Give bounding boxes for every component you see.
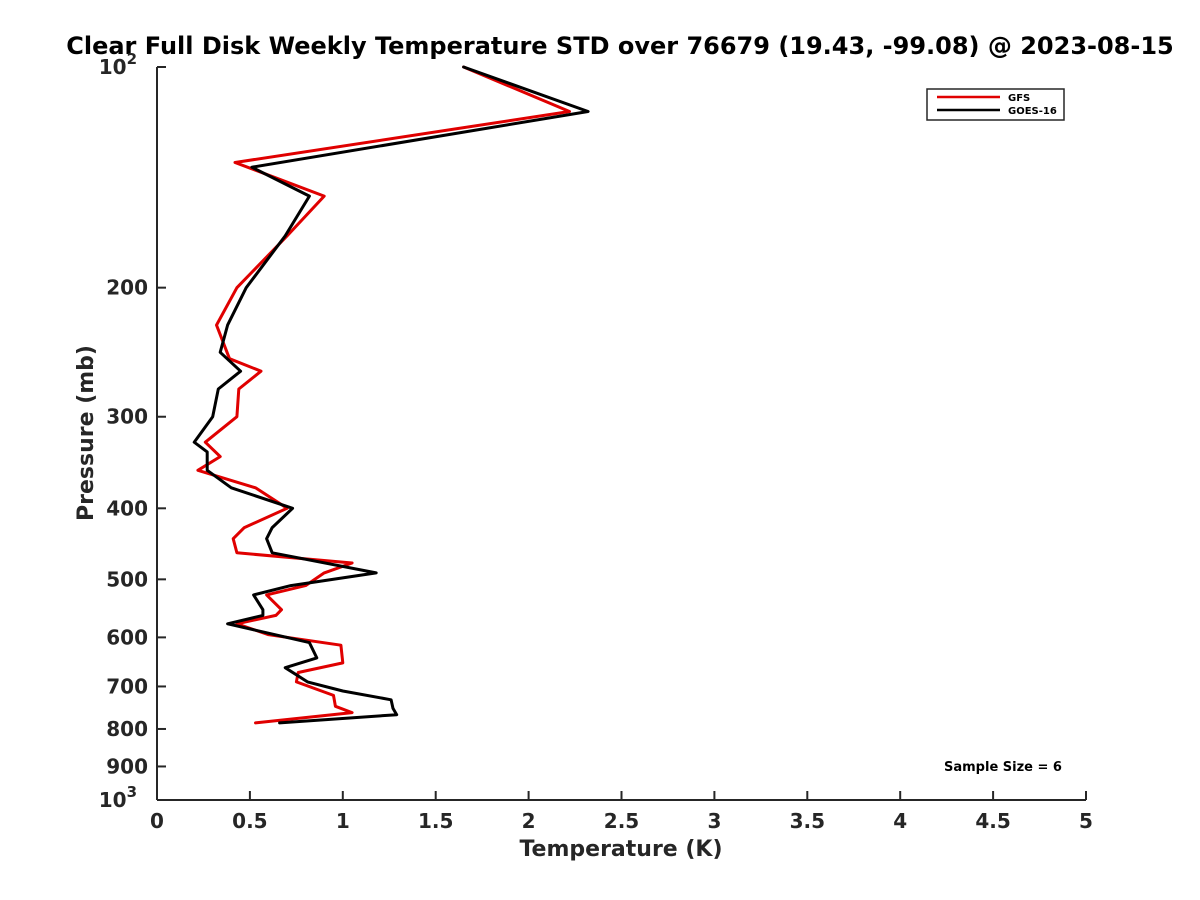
series-line-gfs bbox=[196, 65, 571, 725]
x-tick-label: 2.5 bbox=[604, 809, 639, 833]
x-tick-label: 3 bbox=[707, 809, 721, 833]
legend-label-goes16: GOES-16 bbox=[1008, 106, 1057, 117]
x-ticks-layer: 0 0.5 1 1.5 2 2.5 3 3.5 4 4.5 5 bbox=[150, 791, 1093, 833]
y-ticks-layer: 102 200 300 400 500 600 700 800 900 103 bbox=[99, 50, 166, 812]
x-tick-label: 4.5 bbox=[975, 809, 1010, 833]
y-tick-label: 800 bbox=[106, 717, 148, 741]
y-tick-label: 102 bbox=[99, 50, 137, 79]
x-tick-label: 0.5 bbox=[232, 809, 267, 833]
y-tick-label: 500 bbox=[106, 567, 148, 591]
x-tick-label: 3.5 bbox=[790, 809, 825, 833]
y-tick-label: 300 bbox=[106, 405, 148, 429]
axes-layer bbox=[156, 67, 1086, 801]
y-tick-label: 400 bbox=[106, 496, 148, 520]
x-tick-label: 0 bbox=[150, 809, 164, 833]
y-tick-label: 700 bbox=[106, 674, 148, 698]
legend-box bbox=[926, 88, 1065, 121]
x-tick-label: 5 bbox=[1079, 809, 1093, 833]
x-tick-label: 1 bbox=[336, 809, 350, 833]
y-tick-label: 103 bbox=[99, 783, 137, 812]
series-line-goes16 bbox=[192, 65, 590, 725]
y-tick-label: 200 bbox=[106, 276, 148, 300]
legend: GFS GOES-16 bbox=[926, 88, 1065, 121]
y-axis-label: Pressure (mb) bbox=[74, 345, 99, 521]
sample-size-annotation: Sample Size = 6 bbox=[944, 760, 1062, 775]
chart-title: Clear Full Disk Weekly Temperature STD o… bbox=[66, 32, 1174, 60]
x-tick-label: 4 bbox=[893, 809, 907, 833]
x-axis-label: Temperature (K) bbox=[519, 837, 722, 862]
y-tick-label: 900 bbox=[106, 754, 148, 778]
y-tick-label: 600 bbox=[106, 625, 148, 649]
series-layer bbox=[192, 65, 590, 725]
x-tick-label: 1.5 bbox=[418, 809, 453, 833]
x-tick-label: 2 bbox=[522, 809, 536, 833]
legend-label-gfs: GFS bbox=[1008, 93, 1030, 104]
